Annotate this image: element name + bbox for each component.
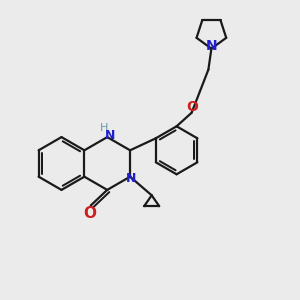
Text: N: N [206,39,218,52]
Text: O: O [186,100,198,114]
Text: N: N [104,129,115,142]
Text: N: N [126,172,136,185]
Text: O: O [84,206,97,220]
Text: H: H [99,123,108,133]
